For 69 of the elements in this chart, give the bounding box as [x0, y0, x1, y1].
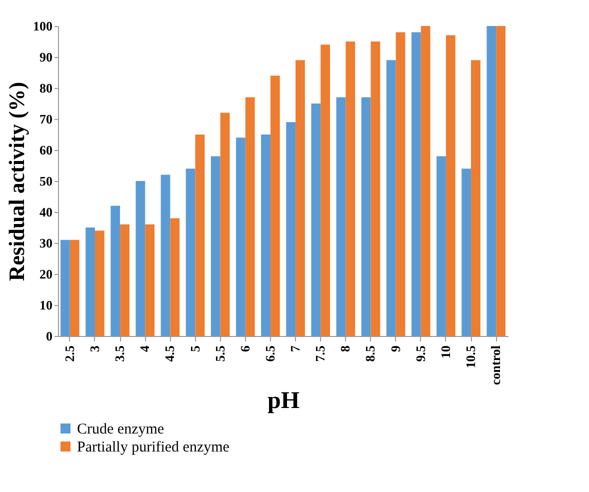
- legend-label: Crude enzyme: [77, 422, 164, 438]
- y-tick-label: 0: [46, 328, 52, 344]
- bar: [436, 156, 446, 336]
- bar: [370, 42, 380, 336]
- x-tick-label: 4.5: [162, 345, 178, 362]
- bar: [486, 26, 496, 336]
- bar: [320, 44, 330, 336]
- y-tick-label: 10: [40, 298, 52, 312]
- bar: [245, 97, 255, 336]
- x-axis-title: pH: [267, 388, 300, 414]
- y-tick-label: 80: [40, 80, 52, 96]
- y-tick-label: 30: [40, 236, 52, 250]
- bar: [311, 104, 321, 336]
- y-tick-label: 70: [40, 112, 52, 126]
- x-tick-label: 6.5: [262, 345, 278, 362]
- x-tick-label: 10: [438, 346, 453, 358]
- bar: [195, 134, 205, 336]
- x-tick-label: 8.5: [362, 345, 378, 362]
- bar: [411, 32, 421, 336]
- bar: [220, 112, 230, 336]
- bar: [186, 168, 196, 336]
- x-tick-label: 2.5: [62, 345, 77, 362]
- bar: [136, 181, 146, 336]
- bar: [86, 228, 95, 336]
- bar: [210, 156, 220, 336]
- bar: [296, 60, 305, 336]
- bar: [496, 26, 506, 336]
- x-tick-label: 10.5: [463, 345, 478, 368]
- bar: [270, 76, 280, 336]
- x-tick-label: control: [488, 345, 504, 385]
- bar: [145, 224, 155, 336]
- bar: [236, 138, 246, 336]
- y-tick-label: 100: [33, 18, 52, 34]
- x-tick-label: 5.5: [212, 345, 228, 362]
- x-tick-label: 7.5: [312, 345, 328, 362]
- bar: [471, 60, 480, 336]
- bar: [386, 60, 396, 336]
- bar: [120, 224, 130, 336]
- bar: [462, 168, 472, 336]
- bar: [336, 97, 346, 336]
- y-axis-title: Residual activity (%): [4, 82, 29, 282]
- y-tick-label: 60: [40, 142, 52, 158]
- x-tick-label: 3: [86, 345, 102, 352]
- x-tick-label: 6: [237, 345, 252, 352]
- x-tick-label: 8: [338, 345, 353, 352]
- bar: [446, 35, 456, 336]
- x-tick-label: 9.5: [412, 345, 428, 362]
- x-tick-label: 4: [137, 345, 152, 352]
- x-tick-label: 9: [388, 345, 403, 352]
- y-tick-label: 50: [40, 174, 52, 188]
- bar: [361, 97, 371, 336]
- bar: [94, 230, 104, 336]
- x-tick-label: 7: [288, 345, 303, 352]
- bar: [286, 122, 296, 336]
- bar: [396, 32, 406, 336]
- x-tick-label: 3.5: [112, 345, 128, 362]
- bar: [170, 218, 180, 336]
- y-tick-label: 40: [40, 204, 52, 220]
- y-tick-label: 20: [40, 266, 52, 282]
- bar: [420, 26, 430, 336]
- bar: [110, 206, 120, 336]
- y-tick-label: 90: [40, 50, 52, 64]
- bar: [261, 134, 270, 336]
- legend-label: Partially purified enzyme: [77, 440, 230, 456]
- bar: [70, 240, 80, 336]
- bar: [346, 42, 356, 336]
- x-tick-label: 5: [187, 345, 202, 352]
- bar: [160, 174, 170, 336]
- bar: [60, 240, 70, 336]
